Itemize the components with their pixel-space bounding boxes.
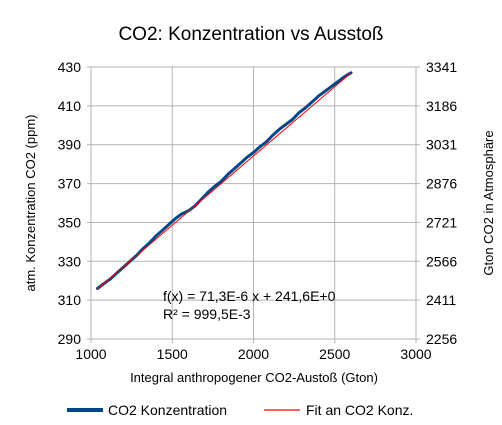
y2-tick-label: 2256	[426, 331, 457, 347]
y-axis-label: atm. Konzentration CO2 (ppm)	[23, 114, 38, 291]
series-line-fit	[97, 72, 352, 290]
y-tick-label: 370	[58, 176, 82, 192]
x-axis-tick-labels: 1000 1500 2000 2500 3000	[75, 346, 431, 362]
legend: CO2 Konzentration Fit an CO2 Konz.	[67, 402, 413, 418]
fit-equation-annotation: f(x) = 71,3E-6 x + 241,6E+0	[163, 288, 336, 304]
x-tick-label: 3000	[400, 346, 431, 362]
y2-tick-label: 2411	[426, 292, 456, 308]
y2-tick-label: 3186	[426, 98, 457, 114]
y-tick-label: 390	[58, 137, 82, 153]
chart-title: CO2: Konzentration vs Ausstoß	[118, 24, 383, 45]
x-tick-label: 1000	[75, 346, 106, 362]
x-axis-label: Integral anthropogener CO2-Austoß (Gton)	[130, 370, 378, 385]
y-tick-label: 430	[58, 59, 82, 75]
y-tick-label: 350	[58, 214, 82, 230]
series-layer	[96, 71, 353, 290]
x-tick-label: 2500	[319, 346, 350, 362]
y2-tick-label: 3341	[426, 59, 457, 75]
y2-tick-label: 2721	[426, 214, 457, 230]
y-tick-label: 410	[58, 98, 82, 114]
y2-tick-label: 3031	[426, 137, 457, 153]
plot-area	[90, 66, 417, 340]
x-tick-label: 2000	[238, 346, 269, 362]
legend-label-co2-konzentration: CO2 Konzentration	[108, 402, 227, 418]
series-line-co2-konzentration	[96, 71, 353, 290]
y-axis-tick-labels: 290 310 330 350 370 390 410 430	[58, 59, 82, 347]
r-squared-annotation: R² = 999,5E-3	[163, 306, 251, 322]
legend-label-fit: Fit an CO2 Konz.	[306, 402, 413, 418]
y2-axis-tick-labels: 2256 2411 2566 2721 2876 3031 3186 3341	[426, 59, 457, 347]
y2-tick-label: 2876	[426, 176, 457, 192]
y2-tick-label: 2566	[426, 253, 457, 269]
y-tick-label: 330	[58, 253, 82, 269]
x-tick-label: 1500	[157, 346, 188, 362]
y-tick-label: 290	[58, 331, 82, 347]
y2-axis-label: Gton CO2 in Atmosphäre	[481, 130, 496, 275]
y-tick-label: 310	[58, 292, 82, 308]
